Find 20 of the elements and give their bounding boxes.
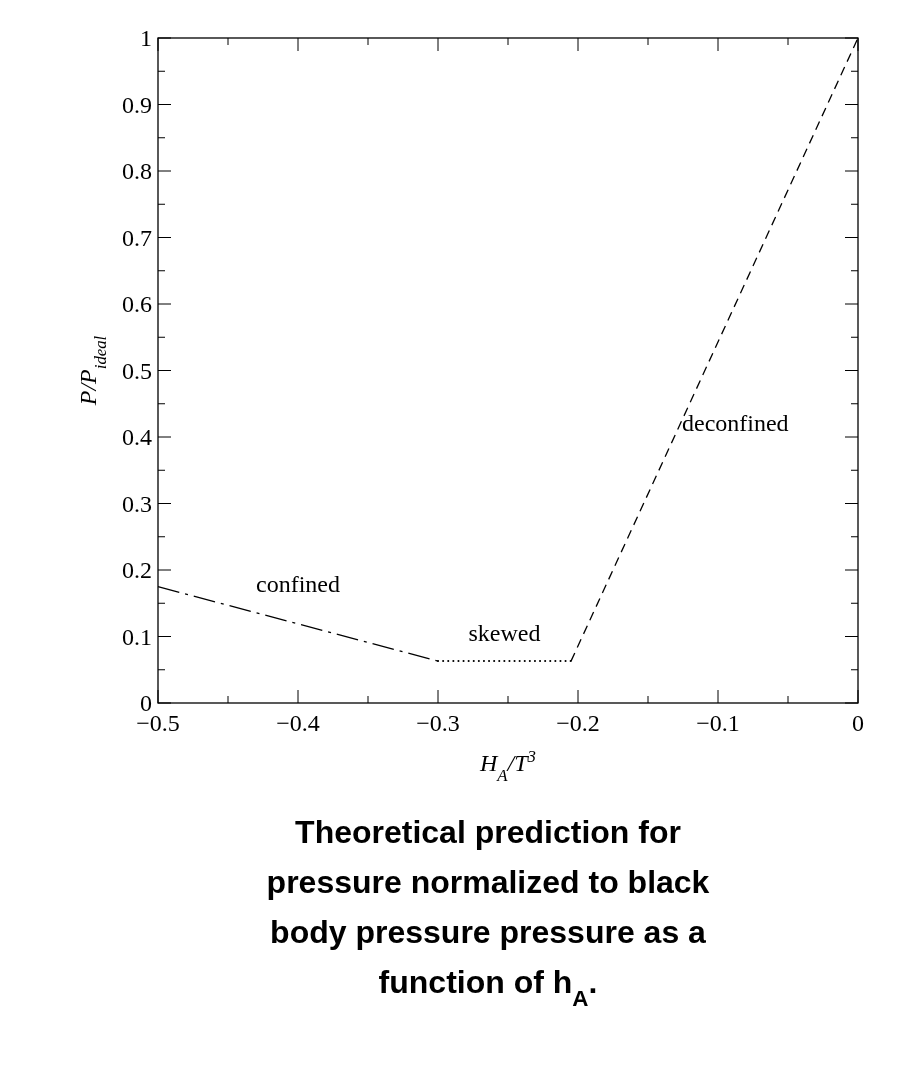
y-tick-label: 1 — [140, 25, 152, 51]
x-tick-label: −0.4 — [276, 710, 320, 736]
annotation: skewed — [468, 620, 541, 647]
x-tick-label: −0.1 — [696, 710, 740, 736]
y-tick-label: 0.8 — [122, 158, 152, 184]
y-tick-label: 0.3 — [122, 490, 152, 517]
annotation: deconfined — [682, 410, 789, 437]
y-tick-label: 0.2 — [122, 557, 152, 583]
x-tick-label: −0.3 — [416, 710, 460, 736]
text: Theoretical prediction for pressure normalized to black body pressure pressure as a function of h$_{A}$. — [266, 814, 710, 1011]
y-tick-label: 0.4 — [122, 424, 152, 450]
y-tick-label: 0.5 — [122, 357, 152, 384]
y-tick-label: 0.7 — [122, 224, 152, 251]
y-tick-label: 0.6 — [122, 291, 152, 317]
x-axis-title: H$_{A}$/T$^{3}$ — [478, 746, 537, 785]
x-tick-label: 0 — [852, 710, 864, 736]
annotation: confined — [256, 570, 340, 597]
y-tick-label: 0.9 — [122, 91, 152, 118]
x-tick-label: −0.2 — [556, 710, 600, 736]
y-tick-label: 0.1 — [122, 623, 152, 650]
